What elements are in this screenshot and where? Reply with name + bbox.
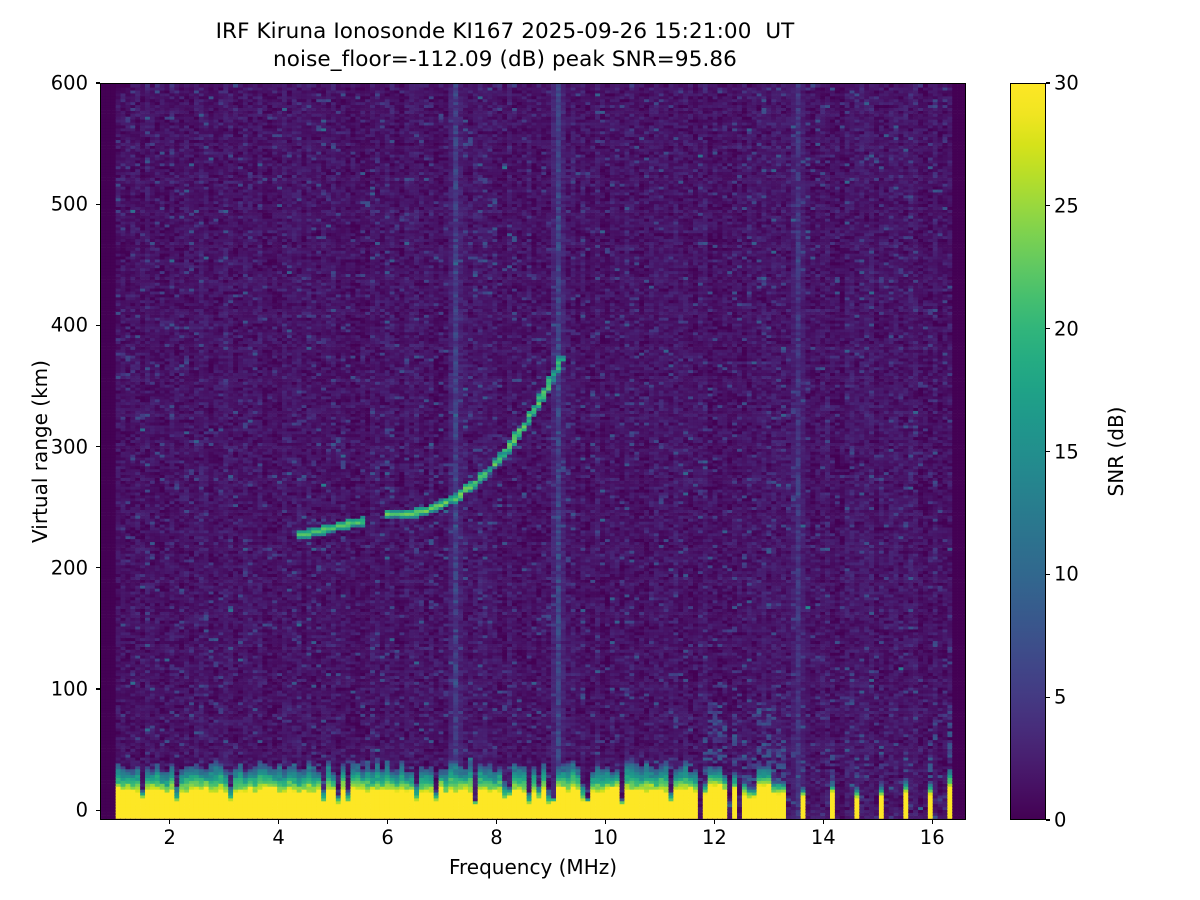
y-tick-label: 500 — [50, 192, 88, 216]
colorbar-tick-mark — [1046, 450, 1050, 453]
colorbar-tick-label: 25 — [1054, 194, 1079, 218]
x-tick-mark — [495, 820, 498, 824]
x-tick-label: 16 — [919, 826, 945, 849]
x-tick-mark — [931, 820, 933, 824]
y-tick-label: 100 — [50, 677, 88, 701]
ionogram-heatmap — [101, 84, 965, 819]
x-tick-label: 14 — [810, 826, 836, 849]
colorbar-tick-mark — [1046, 573, 1050, 575]
x-tick-label: 8 — [490, 826, 503, 849]
colorbar-tick-label: 15 — [1054, 440, 1079, 463]
colorbar-tick-label: 20 — [1054, 317, 1079, 341]
y-tick-mark — [96, 82, 100, 84]
figure-title: IRF Kiruna Ionosonde KI167 2025-09-26 15… — [0, 18, 1010, 74]
y-tick-mark — [96, 446, 100, 448]
colorbar-tick-mark — [1046, 696, 1050, 698]
x-tick-label: 6 — [381, 826, 394, 849]
title-line-2: noise_floor=-112.09 (dB) peak SNR=95.86 — [273, 46, 737, 72]
x-tick-mark — [169, 820, 171, 824]
x-tick-label: 2 — [163, 826, 176, 849]
colorbar-tick-mark — [1046, 205, 1050, 207]
x-tick-label: 12 — [701, 826, 727, 849]
y-tick-mark — [96, 567, 100, 569]
colorbar-tick-label: 30 — [1054, 71, 1079, 95]
colorbar-tick-label: 0 — [1054, 808, 1067, 832]
colorbar — [1010, 83, 1046, 820]
colorbar-tick-mark — [1046, 328, 1050, 330]
x-tick-mark — [604, 820, 607, 824]
x-tick-mark — [386, 820, 389, 824]
y-tick-label: 600 — [50, 71, 88, 95]
colorbar-gradient — [1011, 84, 1045, 819]
colorbar-tick-mark — [1046, 82, 1050, 84]
y-tick-label: 300 — [50, 435, 88, 459]
x-axis-label: Frequency (MHz) — [448, 855, 618, 879]
ionogram-plot-area — [100, 83, 966, 820]
y-tick-mark — [96, 809, 100, 811]
x-tick-mark — [278, 820, 280, 824]
y-tick-mark — [96, 324, 100, 327]
y-tick-label: 0 — [75, 798, 88, 822]
colorbar-tick-label: 5 — [1054, 685, 1067, 709]
y-tick-mark — [96, 203, 100, 205]
y-tick-mark — [96, 688, 100, 690]
y-axis-label: Virtual range (km) — [28, 360, 52, 543]
x-tick-mark — [713, 820, 715, 824]
x-tick-mark — [822, 820, 824, 824]
x-tick-label: 10 — [593, 826, 618, 849]
y-tick-label: 400 — [50, 313, 88, 337]
x-tick-label: 4 — [272, 826, 285, 849]
colorbar-tick-label: 10 — [1054, 562, 1079, 586]
colorbar-tick-mark — [1046, 819, 1050, 821]
y-tick-label: 200 — [50, 556, 88, 580]
colorbar-label: SNR (dB) — [1104, 406, 1128, 497]
title-line-1: IRF Kiruna Ionosonde KI167 2025-09-26 15… — [215, 19, 795, 44]
